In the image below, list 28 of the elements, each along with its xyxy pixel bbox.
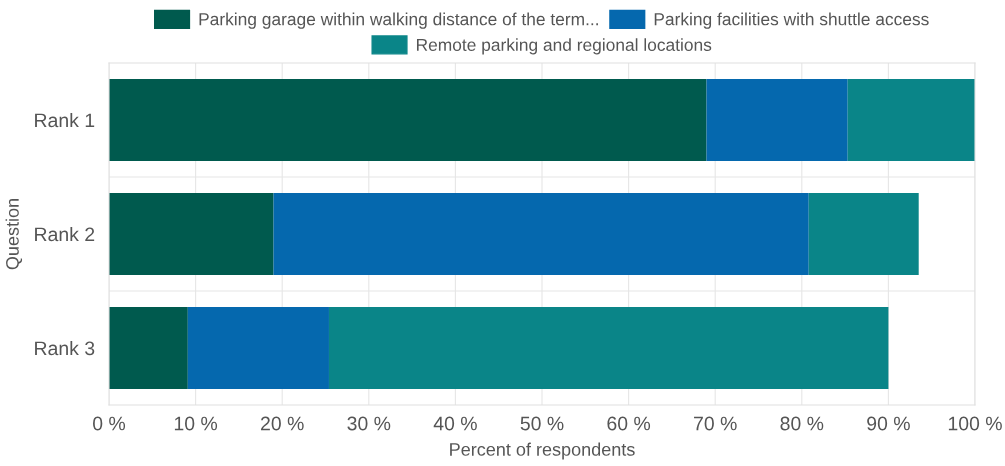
x-tick-label: 40 % (433, 416, 477, 431)
bar (109, 78, 707, 162)
bar (187, 306, 329, 390)
bar (847, 78, 975, 162)
y-tick-label: Rank 1 (35, 112, 95, 128)
bar (273, 192, 809, 276)
x-tick-label: 70 % (694, 416, 737, 431)
x-tick-label: 80 % (780, 416, 824, 431)
legend-label: Remote parking and regional locations (416, 38, 712, 55)
x-tick-label: 30 % (347, 416, 391, 431)
x-tick-label: 60 % (607, 416, 651, 431)
y-tick-label: Rank 3 (35, 340, 95, 356)
bar (706, 78, 848, 162)
y-axis-title: Question (5, 199, 23, 270)
x-tick-label: 100 % (948, 416, 1002, 431)
x-tick-label: 10 % (174, 416, 218, 431)
x-tick-label: 20 % (261, 416, 304, 431)
x-tick-label: 0 % (93, 416, 126, 431)
y-tick-label: Rank 2 (35, 226, 95, 242)
bar (808, 192, 919, 276)
x-tick-label: 90 % (867, 416, 910, 431)
legend-label: Parking facilities with shuttle access (654, 12, 929, 29)
legend-label: Parking garage within walking distance of the term... (199, 12, 598, 29)
x-axis-title: Percent of respondents (450, 442, 635, 460)
bar (109, 306, 188, 390)
x-tick-label: 50 % (520, 416, 564, 431)
bar (328, 306, 889, 390)
bar (109, 192, 274, 276)
